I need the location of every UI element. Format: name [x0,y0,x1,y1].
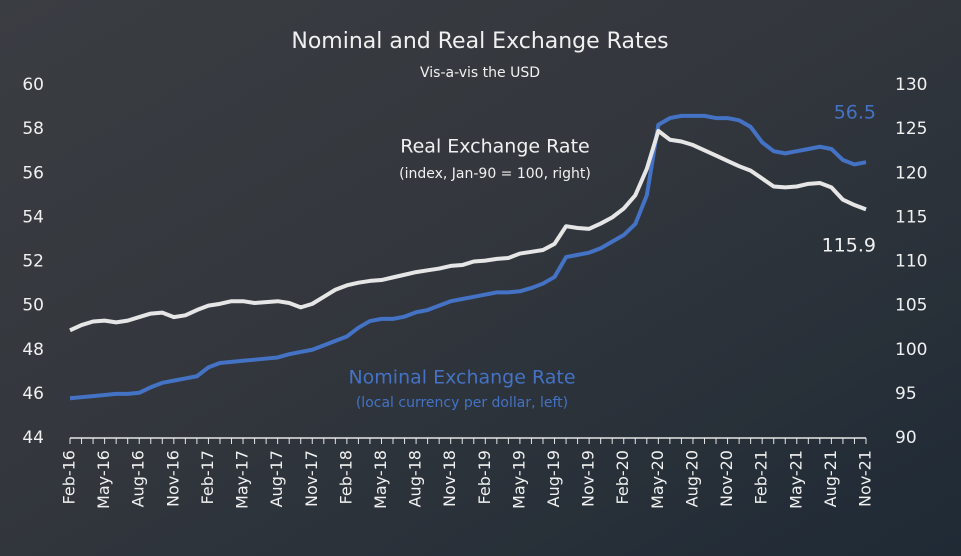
chart-title: Nominal and Real Exchange Rates [291,29,668,54]
x-tick-label: Feb-16 [60,450,79,504]
y-tick-label: 60 [22,75,44,95]
y2-tick-label: 95 [895,384,917,404]
y2-tick-label: 105 [895,296,927,316]
x-tick-label: Aug-17 [267,450,286,507]
x-tick-label: Nov-16 [163,450,182,507]
x-tick-label: Nov-19 [579,450,598,507]
y-tick-label: 48 [22,340,44,360]
x-tick-label: Aug-16 [129,450,148,507]
x-tick-label: May-16 [94,450,113,509]
series-label: Real Exchange Rate [400,136,589,158]
end-label: 115.9 [822,235,876,257]
series-label: Nominal Exchange Rate [348,367,575,389]
series-line [69,113,867,401]
x-tick-label: May-19 [509,450,528,509]
series-note: (local currency per dollar, left) [356,395,568,411]
y2-tick-label: 90 [895,428,917,448]
y-tick-label: 58 [22,119,44,139]
x-tick-label: Feb-19 [475,450,494,504]
x-tick-label: Feb-20 [613,450,632,504]
y-tick-label: 44 [22,428,44,448]
y2-tick-label: 130 [895,75,927,95]
x-tick-label: Aug-19 [544,450,563,507]
x-tick-label: Feb-21 [752,450,771,504]
x-tick-label: Aug-21 [821,450,840,507]
x-tick-label: Feb-17 [198,450,217,504]
y2-tick-label: 125 [895,119,927,139]
x-tick-label: May-20 [648,450,667,509]
x-tick-label: Nov-21 [856,450,875,507]
x-tick-label: May-17 [233,450,252,509]
x-tick-label: May-18 [371,450,390,509]
y2-tick-label: 110 [895,252,927,272]
x-tick-label: Nov-17 [302,450,321,507]
x-tick-label: Nov-18 [440,450,459,507]
y2-tick-label: 120 [895,163,927,183]
y2-tick-label: 100 [895,340,927,360]
end-label: 56.5 [834,102,876,124]
y-tick-label: 54 [22,207,44,227]
x-tick-label: Aug-20 [682,450,701,507]
y-tick-label: 52 [22,252,44,272]
x-tick-label: Aug-18 [406,450,425,507]
y2-tick-label: 115 [895,207,927,227]
series-line [69,128,867,333]
series-note: (index, Jan-90 = 100, right) [399,166,591,182]
x-tick-label: May-21 [786,450,805,509]
x-tick-label: Feb-18 [336,450,355,504]
y-tick-label: 46 [22,384,44,404]
y-tick-label: 56 [22,163,44,183]
y-tick-label: 50 [22,296,44,316]
x-tick-label: Nov-20 [717,450,736,507]
chart-subtitle: Vis-a-vis the USD [420,65,540,81]
